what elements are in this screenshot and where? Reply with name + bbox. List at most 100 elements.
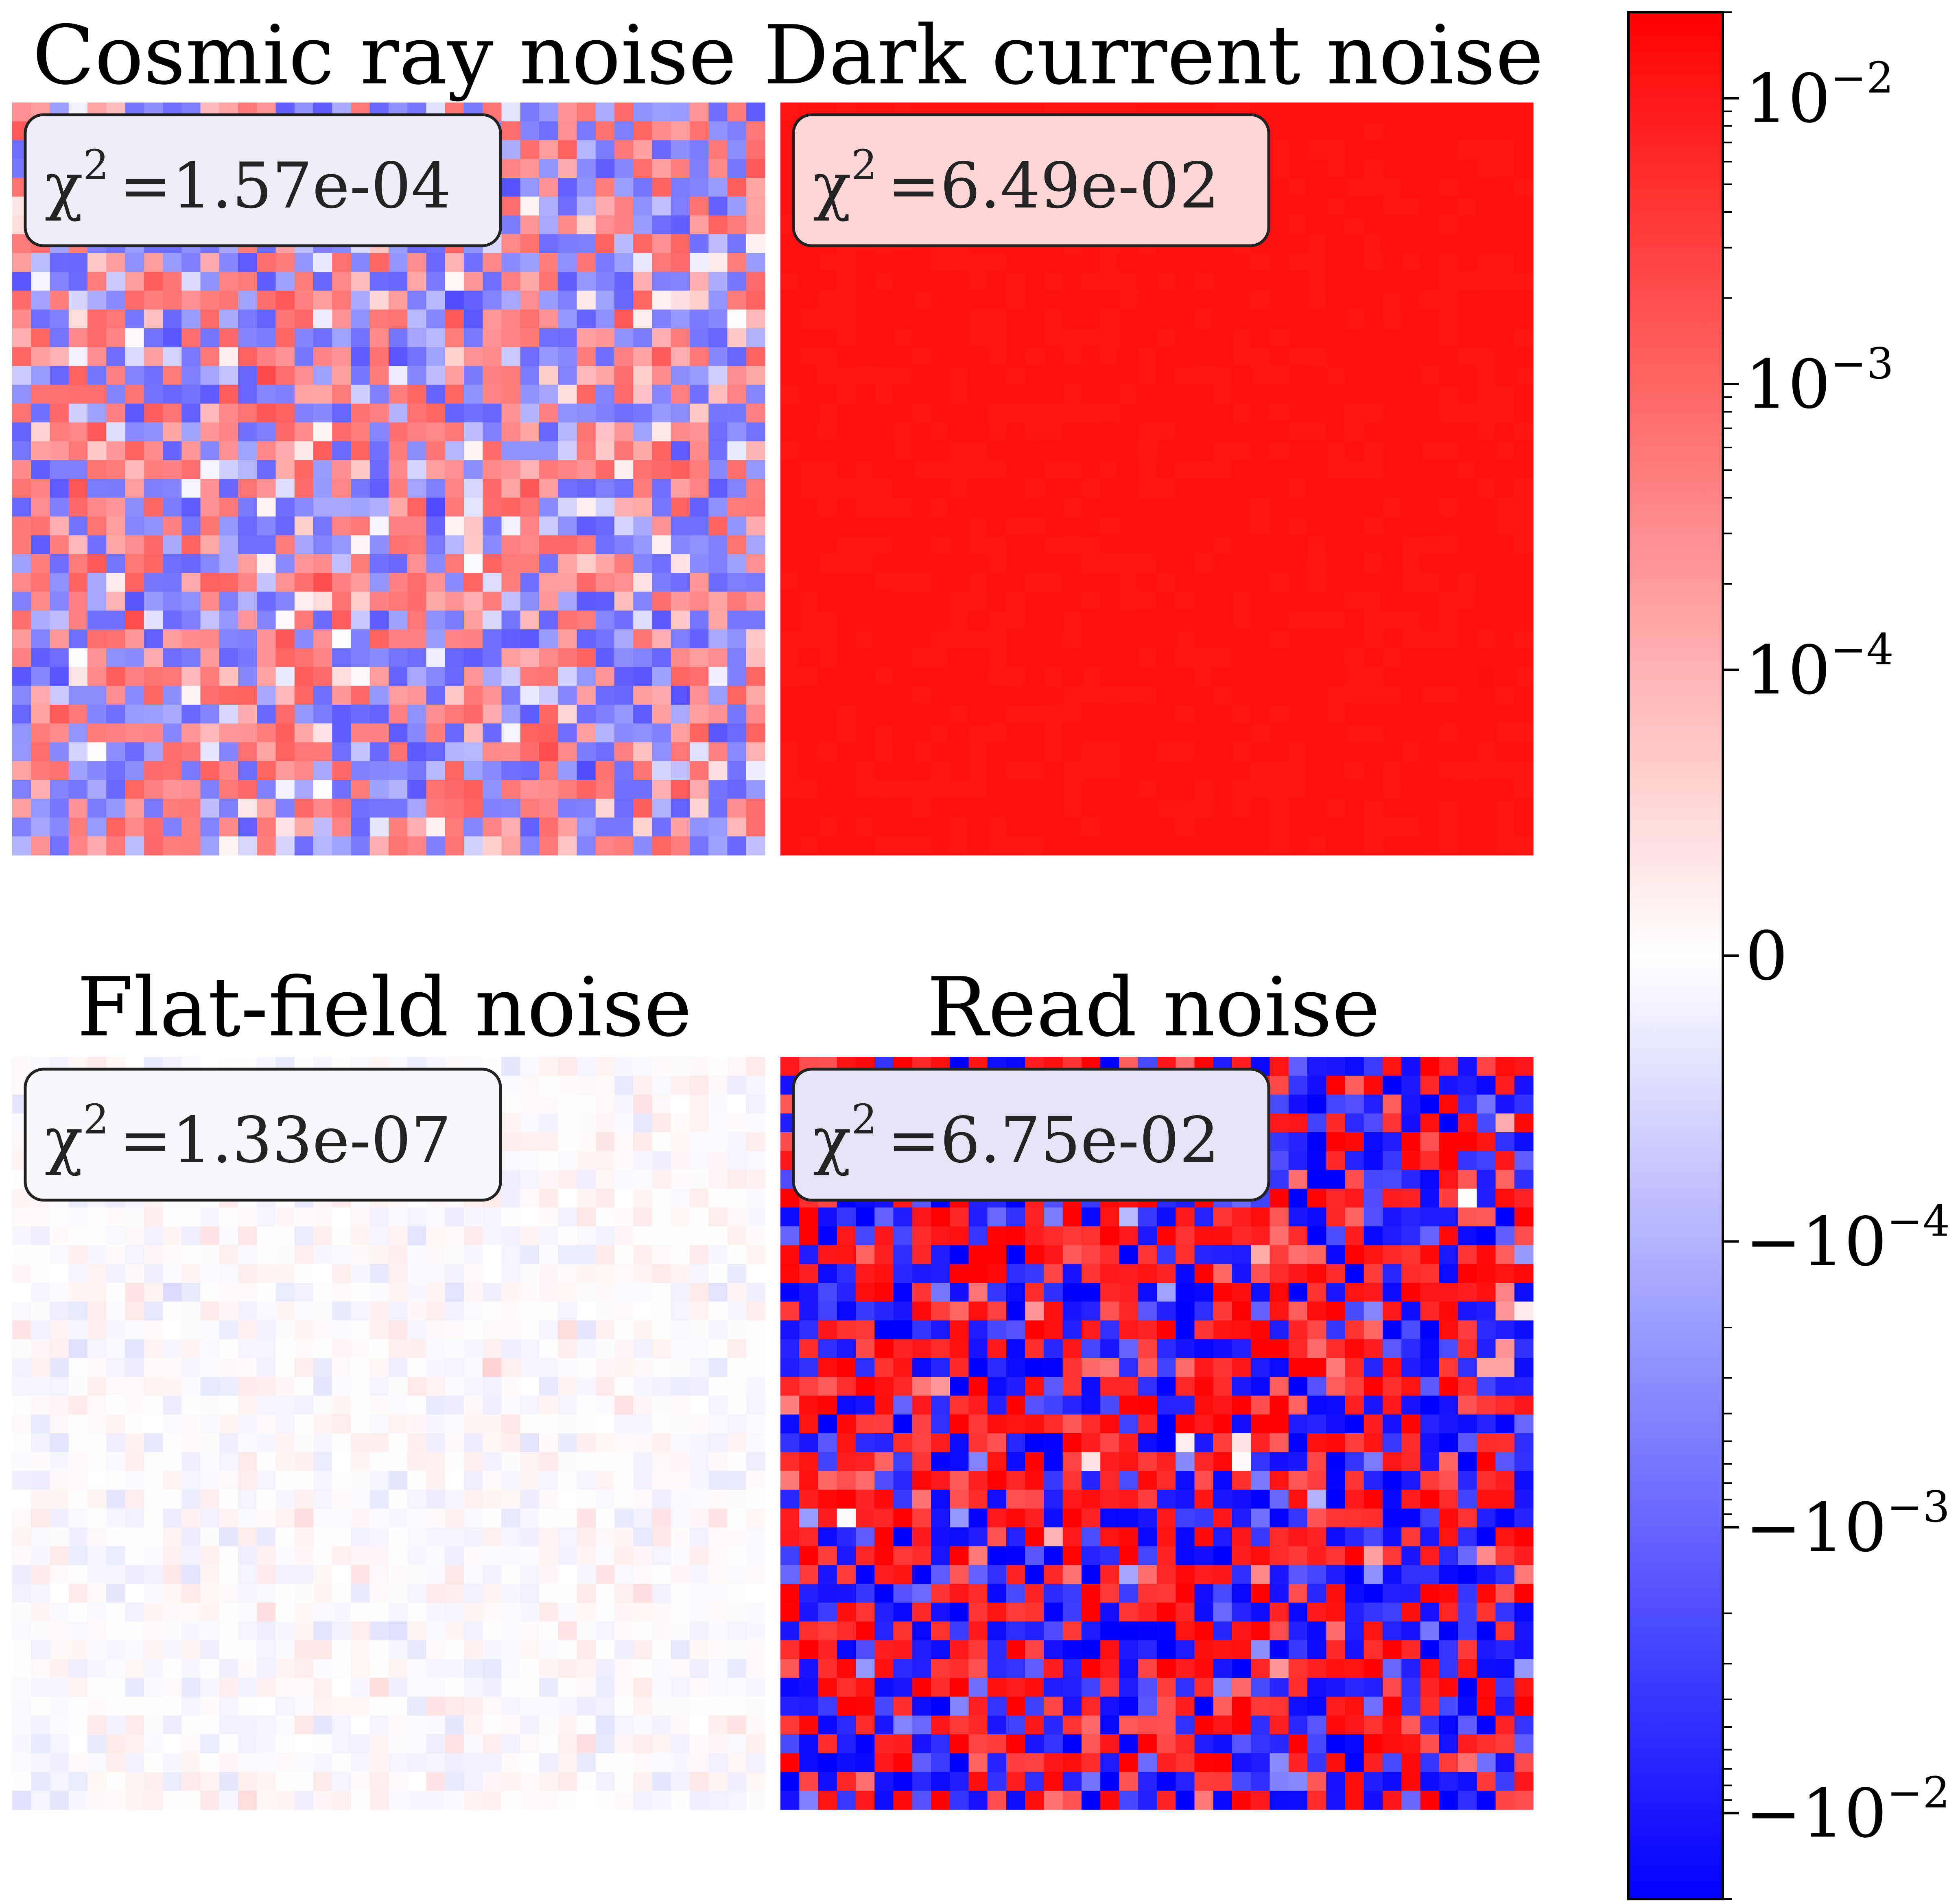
heatmap-cell — [1082, 328, 1101, 347]
heatmap-cell — [856, 686, 875, 705]
heatmap-cell — [238, 1489, 257, 1509]
heatmap-cell — [1119, 686, 1139, 705]
heatmap-cell — [426, 1283, 446, 1302]
heatmap-cell — [1288, 103, 1308, 122]
heatmap-cell — [1119, 479, 1139, 498]
heatmap-cell — [633, 272, 653, 291]
heatmap-cell — [50, 1452, 69, 1472]
heatmap-cell — [275, 1678, 295, 1697]
heatmap-cell — [539, 761, 558, 780]
heatmap-cell — [106, 1489, 126, 1509]
heatmap-cell — [1138, 535, 1157, 555]
heatmap-cell — [1458, 479, 1477, 498]
heatmap-cell — [1383, 723, 1402, 743]
heatmap-cell — [1138, 290, 1157, 310]
heatmap-cell — [275, 1584, 295, 1603]
heatmap-cell — [275, 817, 295, 837]
heatmap-cell — [87, 1527, 107, 1547]
heatmap-cell — [332, 1790, 352, 1810]
heatmap-cell — [1270, 1057, 1289, 1076]
heatmap-cell — [1270, 234, 1289, 253]
heatmap-cell — [671, 347, 690, 367]
heatmap-cell — [31, 686, 50, 705]
heatmap-cell — [595, 799, 615, 818]
heatmap-cell — [950, 516, 969, 536]
heatmap-cell — [671, 1076, 690, 1095]
heatmap-cell — [31, 554, 50, 573]
heatmap-cell — [671, 1226, 690, 1246]
heatmap-cell — [950, 384, 969, 404]
heatmap-cell — [652, 441, 671, 461]
heatmap-cell — [106, 705, 126, 724]
heatmap-cell — [1006, 479, 1025, 498]
heatmap-cell — [987, 272, 1007, 291]
heatmap-cell — [690, 1151, 709, 1170]
heatmap-cell — [1082, 404, 1101, 423]
heatmap-cell — [106, 1207, 126, 1227]
heatmap-cell — [389, 1603, 408, 1622]
heatmap-cell — [1270, 159, 1289, 178]
heatmap-cell — [671, 1772, 690, 1791]
heatmap-cell — [1439, 234, 1458, 253]
heatmap-cell — [181, 1301, 201, 1321]
heatmap-cell — [558, 121, 577, 141]
heatmap-cell — [87, 404, 107, 423]
heatmap-cell — [818, 836, 837, 856]
heatmap-cell — [1514, 234, 1534, 253]
heatmap-cell — [464, 1659, 483, 1678]
heatmap-cell — [1213, 817, 1232, 837]
heatmap-cell — [987, 817, 1007, 837]
heatmap-cell — [369, 836, 389, 856]
heatmap-cell — [275, 592, 295, 611]
heatmap-cell — [1383, 366, 1402, 385]
heatmap-cell — [1157, 516, 1176, 536]
heatmap-cell — [87, 1245, 107, 1264]
heatmap-cell — [1251, 253, 1270, 272]
heatmap-cell — [874, 404, 894, 423]
heatmap-cell — [1326, 103, 1346, 122]
heatmap-cell — [294, 290, 314, 310]
heatmap-cell — [1477, 780, 1496, 799]
heatmap-cell — [294, 1489, 314, 1509]
heatmap-cell — [818, 479, 837, 498]
heatmap-cell — [1006, 667, 1025, 686]
heatmap-cell — [313, 1301, 332, 1321]
heatmap-cell — [614, 1659, 634, 1678]
heatmap-cell — [219, 1772, 238, 1791]
heatmap-cell — [369, 384, 389, 404]
heatmap-cell — [163, 554, 182, 573]
heatmap-cell — [313, 1452, 332, 1472]
heatmap-cell — [50, 347, 69, 367]
heatmap-cell — [1157, 460, 1176, 479]
heatmap-cell — [520, 1790, 540, 1810]
heatmap-cell — [369, 667, 389, 686]
heatmap-cell — [426, 441, 446, 461]
heatmap-cell — [445, 1489, 464, 1509]
heatmap-cell — [426, 799, 446, 818]
heatmap-cell — [987, 799, 1007, 818]
heatmap-cell — [407, 1753, 427, 1773]
heatmap-cell — [12, 1772, 31, 1791]
heatmap-cell — [912, 498, 931, 517]
heatmap-cell — [87, 1697, 107, 1716]
heatmap-cell — [50, 1358, 69, 1377]
heatmap-cell — [1119, 516, 1139, 536]
heatmap-cell — [389, 290, 408, 310]
heatmap-cell — [87, 422, 107, 442]
heatmap-cell — [708, 1076, 728, 1095]
heatmap-cell — [1251, 817, 1270, 837]
heatmap-cell — [727, 1715, 747, 1735]
heatmap-cell — [558, 1489, 577, 1509]
chi-squared-label: χ2 =1.33e-07 — [45, 1096, 451, 1177]
heatmap-cell — [12, 535, 31, 555]
heatmap-cell — [539, 1790, 558, 1810]
heatmap-cell — [1157, 799, 1176, 818]
heatmap-cell — [163, 1790, 182, 1810]
heatmap-cell — [671, 1584, 690, 1603]
heatmap-cell — [369, 1245, 389, 1264]
heatmap-cell — [483, 686, 502, 705]
heatmap-cell — [558, 1659, 577, 1678]
heatmap-cell — [1288, 159, 1308, 178]
heatmap-cell — [87, 686, 107, 705]
heatmap-cell — [1383, 140, 1402, 159]
